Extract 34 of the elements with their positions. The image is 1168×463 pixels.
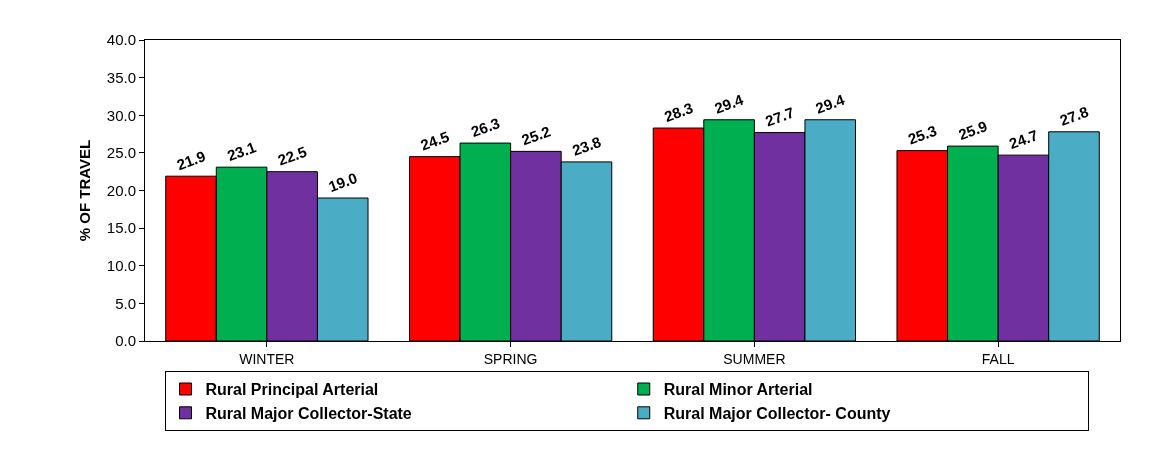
- y-tick-label: 10.0: [106, 257, 136, 274]
- y-tick-label: 15.0: [106, 219, 136, 237]
- data-label: 23.8: [569, 132, 604, 159]
- data-label: 21.9: [174, 147, 208, 174]
- legend-label: Rural Major Collector- County: [663, 405, 891, 423]
- data-label: 29.4: [813, 90, 848, 117]
- data-label: 27.7: [763, 103, 797, 130]
- y-tick-label: 5.0: [115, 294, 136, 312]
- legend-label: Rural Principal Arterial: [205, 381, 379, 399]
- x-tick-label: SUMMER: [723, 350, 786, 367]
- data-label: 29.4: [712, 90, 747, 117]
- x-tick-label: SPRING: [483, 350, 538, 367]
- legend-label: Rural Major Collector-State: [205, 405, 412, 423]
- y-tick-label: 35.0: [106, 68, 136, 86]
- legend-label: Rural Minor Arterial: [663, 381, 813, 399]
- y-tick-label: 30.0: [106, 106, 136, 124]
- y-tick-label: 0.0: [115, 332, 136, 350]
- y-tick-label: 40.0: [106, 31, 136, 49]
- data-label: 28.3: [661, 99, 696, 126]
- data-label: 24.5: [418, 127, 452, 154]
- x-tick-label: WINTER: [239, 350, 295, 367]
- data-label: 22.5: [275, 142, 309, 169]
- data-label: 25.9: [956, 117, 990, 144]
- x-tick-label: FALL: [981, 350, 1015, 367]
- data-label: 19.0: [326, 169, 360, 196]
- y-tick-label: 20.0: [106, 181, 136, 199]
- data-label: 23.1: [224, 138, 259, 165]
- y-tick-label: 25.0: [106, 144, 136, 162]
- data-label: 25.2: [519, 122, 553, 149]
- y-axis-title: % OF TRAVEL: [76, 139, 94, 242]
- data-label: 25.3: [905, 121, 939, 148]
- data-label: 26.3: [468, 114, 502, 141]
- data-label: 27.8: [1057, 102, 1091, 129]
- data-label: 24.7: [1006, 126, 1041, 153]
